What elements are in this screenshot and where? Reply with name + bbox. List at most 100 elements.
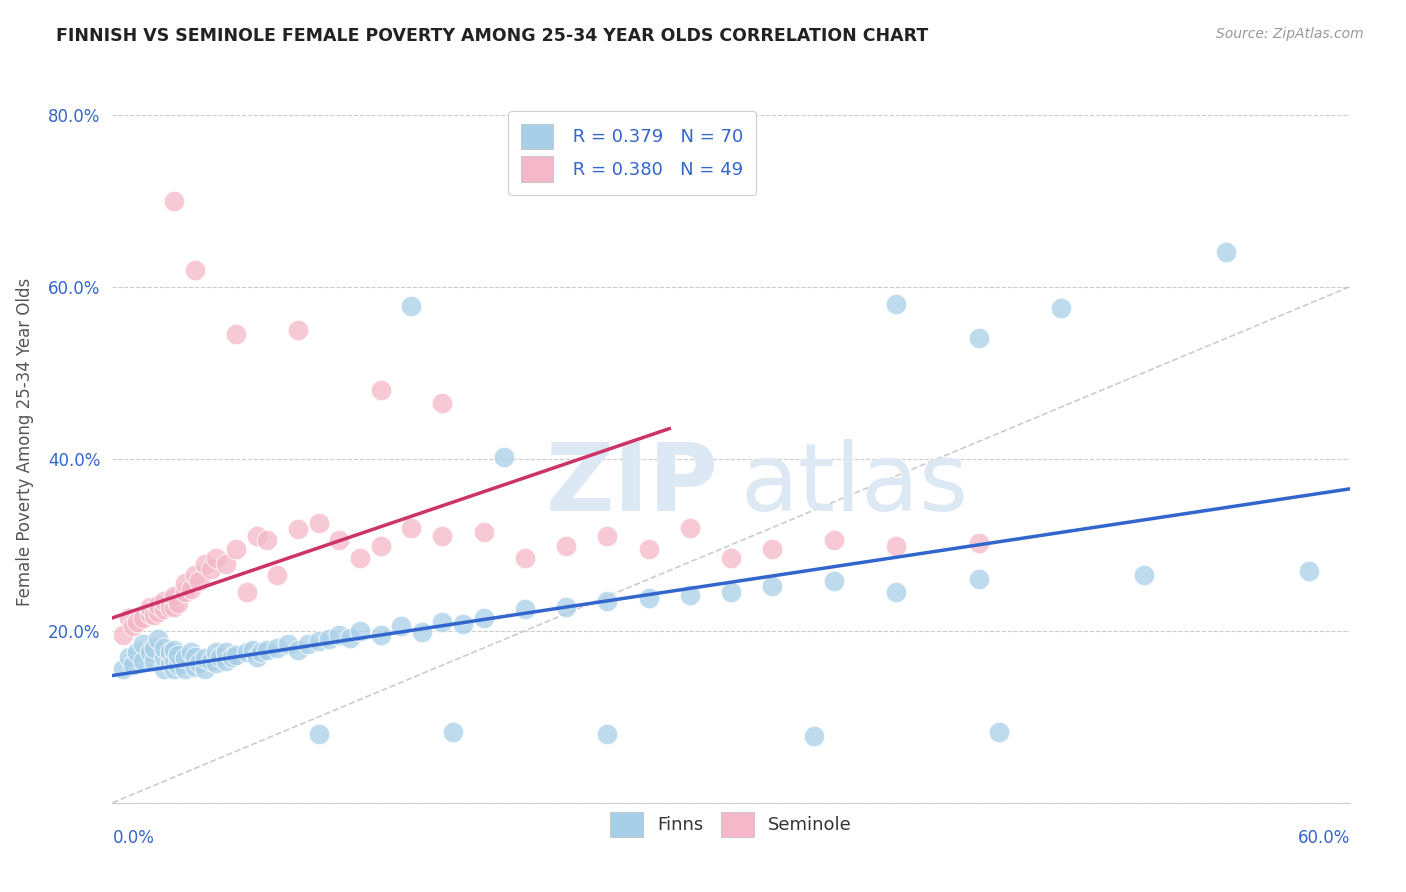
Text: 60.0%: 60.0% [1298, 829, 1350, 847]
Point [163, 591, 186, 606]
Point [596, 529, 619, 543]
Text: atlas: atlas [741, 439, 969, 531]
Point [803, 729, 825, 743]
Point [637, 591, 659, 606]
Point [111, 628, 134, 642]
Point [146, 632, 169, 647]
Point [339, 631, 361, 645]
Point [163, 194, 186, 208]
Point [884, 585, 907, 599]
Point [246, 649, 269, 664]
Point [184, 567, 207, 582]
Point [159, 645, 181, 659]
Point [180, 582, 202, 597]
Point [318, 632, 340, 647]
Point [215, 654, 238, 668]
Point [287, 323, 309, 337]
Point [153, 663, 176, 677]
Point [163, 663, 186, 677]
Point [111, 663, 134, 677]
Point [225, 542, 247, 557]
Point [967, 572, 990, 586]
Point [679, 588, 702, 602]
Point [163, 590, 186, 604]
Point [250, 645, 273, 659]
Point [127, 615, 149, 630]
Point [173, 585, 195, 599]
Point [180, 645, 202, 659]
Point [308, 516, 330, 531]
Point [823, 574, 845, 588]
Point [370, 383, 392, 397]
Point [389, 619, 412, 633]
Point [159, 657, 181, 671]
Point [204, 657, 226, 671]
Point [884, 297, 907, 311]
Point [884, 540, 907, 554]
Point [242, 642, 264, 657]
Point [221, 649, 243, 664]
Point [988, 725, 1011, 739]
Point [596, 593, 619, 607]
Point [432, 615, 454, 630]
Point [555, 599, 578, 614]
Point [138, 607, 160, 621]
Point [200, 654, 222, 668]
Point [167, 596, 190, 610]
Point [761, 542, 783, 557]
Point [153, 602, 176, 616]
Point [328, 533, 350, 548]
Point [513, 602, 536, 616]
Point [194, 651, 217, 665]
Point [118, 649, 141, 664]
Point [432, 529, 454, 543]
Point [441, 725, 464, 739]
Point [138, 645, 160, 659]
Point [761, 579, 783, 593]
Point [153, 593, 176, 607]
Point [204, 550, 226, 565]
Point [328, 628, 350, 642]
Point [1215, 245, 1237, 260]
Point [215, 557, 238, 571]
Point [146, 605, 169, 619]
Point [720, 550, 742, 565]
Point [349, 624, 371, 638]
Point [127, 645, 149, 659]
Point [173, 651, 195, 665]
Point [173, 663, 195, 677]
Point [167, 648, 190, 662]
Point [287, 522, 309, 536]
Point [401, 299, 423, 313]
Point [225, 326, 247, 341]
Point [823, 533, 845, 548]
Point [411, 625, 433, 640]
Point [167, 658, 190, 673]
Point [142, 654, 165, 668]
Point [401, 520, 423, 534]
Point [555, 540, 578, 554]
Point [142, 640, 165, 655]
Text: 0.0%: 0.0% [112, 829, 155, 847]
Point [208, 649, 231, 664]
Point [256, 642, 278, 657]
Point [287, 642, 309, 657]
Point [679, 520, 702, 534]
Point [246, 529, 269, 543]
Point [163, 654, 186, 668]
Point [720, 585, 742, 599]
Point [266, 640, 288, 655]
Point [138, 599, 160, 614]
Point [132, 637, 155, 651]
Point [188, 574, 211, 588]
Point [513, 550, 536, 565]
Point [235, 585, 257, 599]
Point [266, 567, 288, 582]
Y-axis label: Female Poverty Among 25-34 Year Olds: Female Poverty Among 25-34 Year Olds [17, 277, 34, 606]
Text: FINNISH VS SEMINOLE FEMALE POVERTY AMONG 25-34 YEAR OLDS CORRELATION CHART: FINNISH VS SEMINOLE FEMALE POVERTY AMONG… [56, 27, 928, 45]
Point [596, 727, 619, 741]
Point [370, 540, 392, 554]
Point [188, 657, 211, 671]
Point [472, 524, 495, 539]
Point [173, 576, 195, 591]
